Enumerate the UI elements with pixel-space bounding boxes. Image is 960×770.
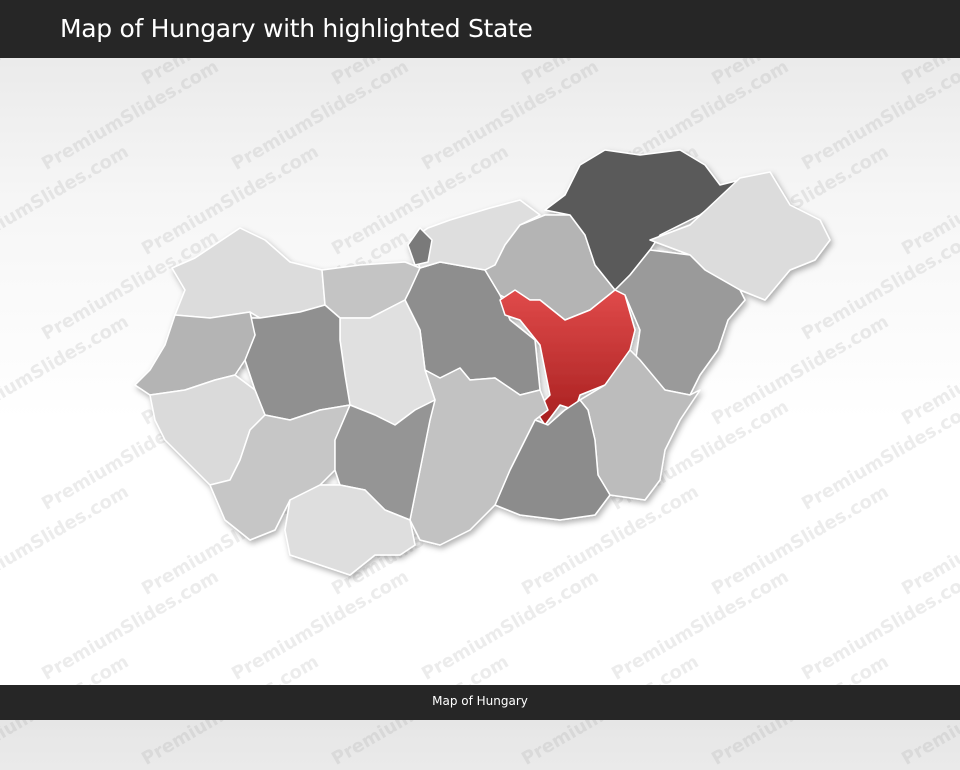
map-region: [209, 404, 351, 541]
map-region: [614, 249, 746, 396]
title-bar: Map of Hungary with highlighted State: [0, 0, 960, 58]
map-region: [171, 227, 326, 319]
highlighted-region: [499, 289, 636, 426]
footer-caption: Map of Hungary: [432, 694, 528, 708]
page-title: Map of Hungary with highlighted State: [60, 14, 533, 43]
map-region: [407, 227, 433, 266]
map-region: [284, 484, 416, 576]
hungary-map: [134, 149, 831, 576]
footer-bar: Map of Hungary: [0, 685, 960, 720]
map-region: [334, 399, 436, 521]
